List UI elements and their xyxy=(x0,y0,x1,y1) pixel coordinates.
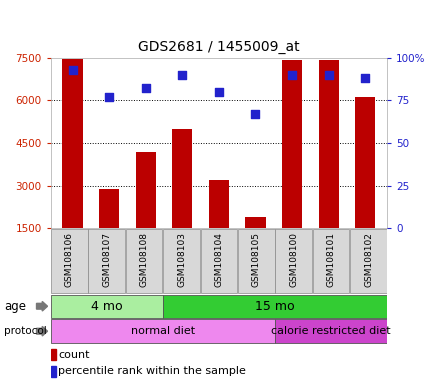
Text: GSM108101: GSM108101 xyxy=(326,232,336,287)
Point xyxy=(216,89,223,95)
Point xyxy=(325,71,332,78)
Text: GSM108103: GSM108103 xyxy=(177,232,186,287)
FancyBboxPatch shape xyxy=(51,295,163,318)
Bar xyxy=(62,59,83,228)
Bar xyxy=(51,366,56,377)
Text: age: age xyxy=(4,300,26,313)
Text: GSM108100: GSM108100 xyxy=(289,232,298,287)
FancyBboxPatch shape xyxy=(238,229,275,293)
FancyBboxPatch shape xyxy=(51,229,88,293)
Text: percentile rank within the sample: percentile rank within the sample xyxy=(58,366,246,376)
Point xyxy=(252,111,259,117)
Bar xyxy=(99,189,119,228)
Bar xyxy=(355,98,375,228)
FancyBboxPatch shape xyxy=(275,229,312,293)
Text: GSM108104: GSM108104 xyxy=(214,232,224,287)
Text: GSM108108: GSM108108 xyxy=(139,232,149,287)
Title: GDS2681 / 1455009_at: GDS2681 / 1455009_at xyxy=(138,40,300,54)
Text: calorie restricted diet: calorie restricted diet xyxy=(271,326,391,336)
Bar xyxy=(319,60,339,228)
Text: protocol: protocol xyxy=(4,326,47,336)
Bar xyxy=(136,152,156,228)
FancyBboxPatch shape xyxy=(88,229,125,293)
Bar xyxy=(51,349,56,360)
Text: GSM108105: GSM108105 xyxy=(252,232,261,287)
Text: 15 mo: 15 mo xyxy=(255,300,295,313)
Point xyxy=(106,94,113,100)
Text: GSM108102: GSM108102 xyxy=(364,232,373,287)
FancyBboxPatch shape xyxy=(201,229,237,293)
FancyBboxPatch shape xyxy=(126,229,162,293)
Text: 4 mo: 4 mo xyxy=(91,300,122,313)
Text: GSM108107: GSM108107 xyxy=(102,232,111,287)
Point xyxy=(362,75,369,81)
Point xyxy=(69,66,76,73)
Text: count: count xyxy=(58,349,90,359)
Bar xyxy=(246,217,266,228)
Text: normal diet: normal diet xyxy=(131,326,195,336)
Point xyxy=(179,71,186,78)
FancyBboxPatch shape xyxy=(275,319,387,343)
FancyBboxPatch shape xyxy=(313,229,349,293)
FancyBboxPatch shape xyxy=(51,319,275,343)
Bar xyxy=(209,180,229,228)
FancyBboxPatch shape xyxy=(163,229,200,293)
FancyBboxPatch shape xyxy=(350,229,387,293)
Point xyxy=(289,71,296,78)
Bar xyxy=(282,60,302,228)
Bar xyxy=(172,129,192,228)
Point xyxy=(142,85,149,91)
FancyBboxPatch shape xyxy=(163,295,387,318)
Text: GSM108106: GSM108106 xyxy=(65,232,74,287)
